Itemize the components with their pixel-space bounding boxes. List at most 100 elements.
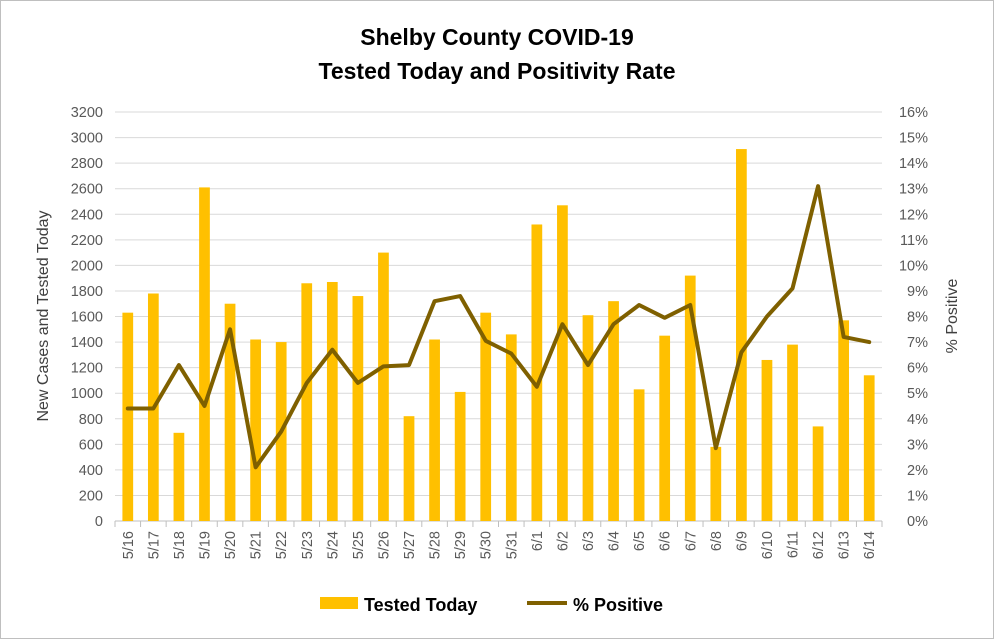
x-tick-label: 6/11: [786, 531, 802, 558]
x-tick-label: 6/7: [683, 531, 699, 551]
y-left-tick-label: 1000: [71, 386, 103, 402]
y-right-tick-label: 13%: [899, 182, 928, 198]
legend-label-tested-today: Tested Today: [364, 595, 477, 615]
x-tick-label: 6/14: [862, 531, 878, 559]
y-left-tick-label: 600: [79, 437, 103, 453]
x-tick-label: 5/27: [402, 531, 418, 559]
bar: [403, 416, 415, 521]
y-right-tick-label: 6%: [907, 361, 928, 377]
y-left-tick-label: 1600: [71, 310, 103, 326]
x-tick-label: 5/29: [453, 531, 469, 559]
bar: [199, 187, 210, 522]
bar: [608, 301, 619, 521]
x-tick-label: 6/10: [760, 531, 776, 559]
y-axis-right-ticks: 0% 1% 2% 3% 4% 5% 6% 7% 8% 9% 10% 11% 12% 13% 14% 15% 16…: [899, 105, 928, 530]
y-left-tick-label: 200: [79, 488, 103, 504]
legend: Tested Today % Positive: [320, 595, 663, 615]
x-tick-label: 5/30: [479, 531, 495, 559]
y-left-tick-label: 2800: [71, 156, 103, 172]
bar: [224, 303, 236, 521]
y-right-tick-label: 7%: [907, 335, 928, 351]
bar: [429, 339, 440, 521]
bar: [863, 375, 875, 521]
x-tick-label: 5/23: [300, 531, 316, 559]
x-tick-label: 6/4: [607, 531, 623, 551]
y-left-tick-label: 3000: [71, 131, 103, 147]
bar-series-tested-today: [122, 149, 875, 522]
x-tick-label: 5/20: [223, 531, 239, 559]
y-left-tick-label: 2600: [71, 182, 103, 198]
y-left-tick-label: 400: [79, 463, 103, 479]
x-tick-label: 5/22: [274, 531, 290, 559]
x-tick-label: 5/17: [146, 531, 162, 559]
x-tick-label: 6/2: [555, 531, 571, 551]
y-left-tick-label: 1400: [71, 335, 103, 351]
bar: [787, 344, 798, 521]
x-axis-ticks: 5/16 5/17 5/18 5/19 5/20 5/21 5/22 5/23 5/24 5/25…: [114, 521, 883, 559]
bar: [582, 315, 594, 521]
x-tick-label: 6/8: [709, 531, 725, 551]
x-tick-label: 5/28: [428, 531, 444, 559]
y-axis-left-ticks: 0 200 400 600 800 1000 1200 1400 1600 1800 2000 220…: [71, 105, 103, 530]
y-left-tick-label: 2400: [71, 207, 103, 223]
bar: [659, 335, 671, 521]
x-tick-label: 6/13: [837, 531, 853, 559]
x-tick-label: 6/9: [734, 531, 750, 551]
y-left-tick-label: 800: [79, 412, 103, 428]
legend-label-positive: % Positive: [573, 595, 663, 615]
y-left-tick-label: 1800: [71, 284, 103, 300]
bar: [838, 320, 850, 521]
y-right-tick-label: 11%: [900, 233, 928, 249]
line-path: [125, 184, 872, 470]
y-right-tick-label: 1%: [907, 488, 928, 504]
y-left-tick-label: 0: [95, 514, 103, 530]
x-tick-label: 5/16: [121, 531, 137, 559]
bar: [250, 339, 261, 521]
bar: [378, 252, 389, 521]
x-tick-label: 5/26: [376, 531, 392, 559]
x-tick-label: 6/5: [632, 531, 648, 551]
x-tick-label: 6/6: [658, 531, 674, 551]
y-right-tick-label: 3%: [907, 437, 928, 453]
y-axis-right-title: % Positive: [944, 279, 961, 354]
x-tick-label: 5/21: [249, 531, 265, 559]
chart-title-line2: Tested Today and Positivity Rate: [318, 58, 675, 84]
y-right-tick-label: 0%: [907, 514, 928, 530]
x-tick-label: 5/31: [504, 531, 520, 559]
bar: [454, 391, 466, 521]
bar: [173, 432, 185, 521]
bar: [684, 275, 696, 521]
bar: [326, 281, 338, 521]
bar: [531, 224, 543, 521]
y-right-tick-label: 8%: [907, 310, 928, 326]
y-right-tick-label: 4%: [907, 412, 928, 428]
y-right-tick-label: 10%: [899, 258, 928, 274]
chart-title-line1: Shelby County COVID-19: [360, 24, 633, 50]
x-tick-label: 5/24: [325, 531, 341, 559]
bar: [557, 205, 568, 521]
bar: [633, 389, 645, 521]
y-right-tick-label: 15%: [899, 131, 928, 147]
x-tick-label: 6/3: [581, 531, 597, 551]
bar: [812, 426, 824, 521]
bar: [480, 312, 492, 521]
bar: [301, 283, 313, 521]
x-tick-label: 5/19: [197, 531, 213, 559]
bar: [505, 334, 517, 521]
y-left-tick-label: 2200: [71, 233, 103, 249]
bar: [122, 312, 134, 521]
bar: [352, 296, 364, 521]
legend-swatch-tested-today: [320, 597, 358, 609]
y-right-tick-label: 2%: [907, 463, 928, 479]
y-right-tick-label: 12%: [899, 207, 928, 223]
y-axis-left-title: New Cases and Tested Today: [35, 210, 52, 421]
x-tick-label: 5/25: [351, 531, 367, 559]
y-right-tick-label: 16%: [899, 105, 928, 121]
x-tick-label: 6/1: [530, 531, 546, 551]
y-right-tick-label: 14%: [899, 156, 928, 172]
y-right-tick-label: 5%: [907, 386, 928, 402]
bar: [761, 359, 773, 521]
x-tick-label: 6/12: [811, 531, 827, 559]
